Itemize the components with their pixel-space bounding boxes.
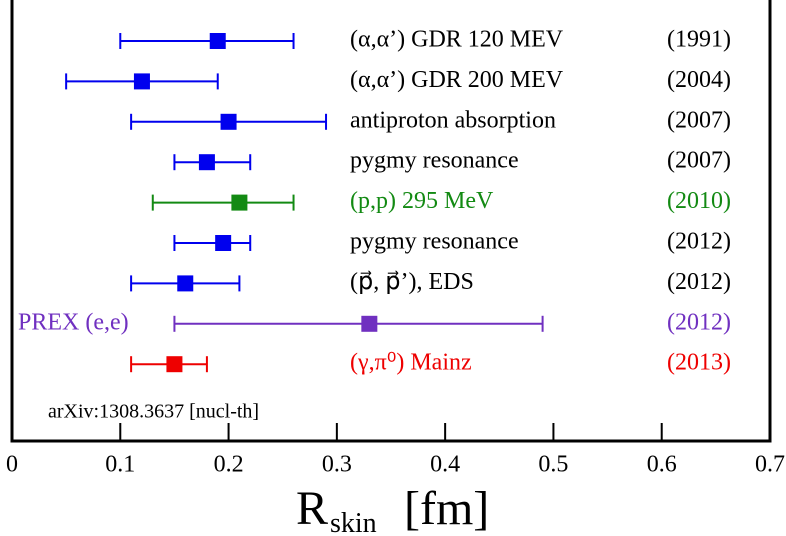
row-label: (α,α’) GDR 200 MEV [350,67,564,93]
marker [220,113,237,130]
row-label: (p⃗, p⃗’), EDS [350,269,474,295]
row-label: antiproton absorption [350,107,556,133]
row-year: (2012) [667,269,731,295]
row-label: (γ,π⁰) Mainz [350,350,472,376]
plot-frame [10,0,772,443]
x-tick-label: 0.7 [755,452,785,478]
marker [177,275,194,292]
x-tick-label: 0.3 [322,452,352,478]
x-tick-label: 0.1 [105,452,135,478]
row-label: PREX (e,e) [18,309,129,335]
marker [215,235,232,251]
row-label: pygmy resonance [350,148,519,174]
x-axis-label-sub: skin [330,508,377,536]
marker [198,154,215,171]
row-label: pygmy resonance [350,229,519,255]
row-label: (p,p) 295 MeV [350,188,494,214]
x-tick-label: 0.2 [214,452,244,478]
marker [209,33,226,49]
row-year: (2004) [667,67,731,93]
row-year: (2010) [667,188,731,214]
marker [166,356,183,373]
x-axis-label-unit: [fm] [404,482,489,535]
marker [133,73,150,90]
row-year: (1991) [667,27,731,53]
marker [361,315,378,332]
row-year: (2012) [667,229,731,255]
row-year: (2007) [667,148,731,174]
x-tick-label: 0.6 [647,452,677,478]
x-tick-label: 0.5 [538,452,568,478]
marker [231,194,248,211]
row-label: (α,α’) GDR 120 MEV [350,27,564,53]
x-axis-label: R [296,482,328,535]
x-tick-label: 0 [6,452,18,478]
annotation: arXiv:1308.3637 [nucl-th] [48,401,259,423]
row-year: (2013) [667,350,731,376]
x-tick-label: 0.4 [430,452,460,478]
row-year: (2012) [667,309,731,335]
row-year: (2007) [667,107,731,133]
